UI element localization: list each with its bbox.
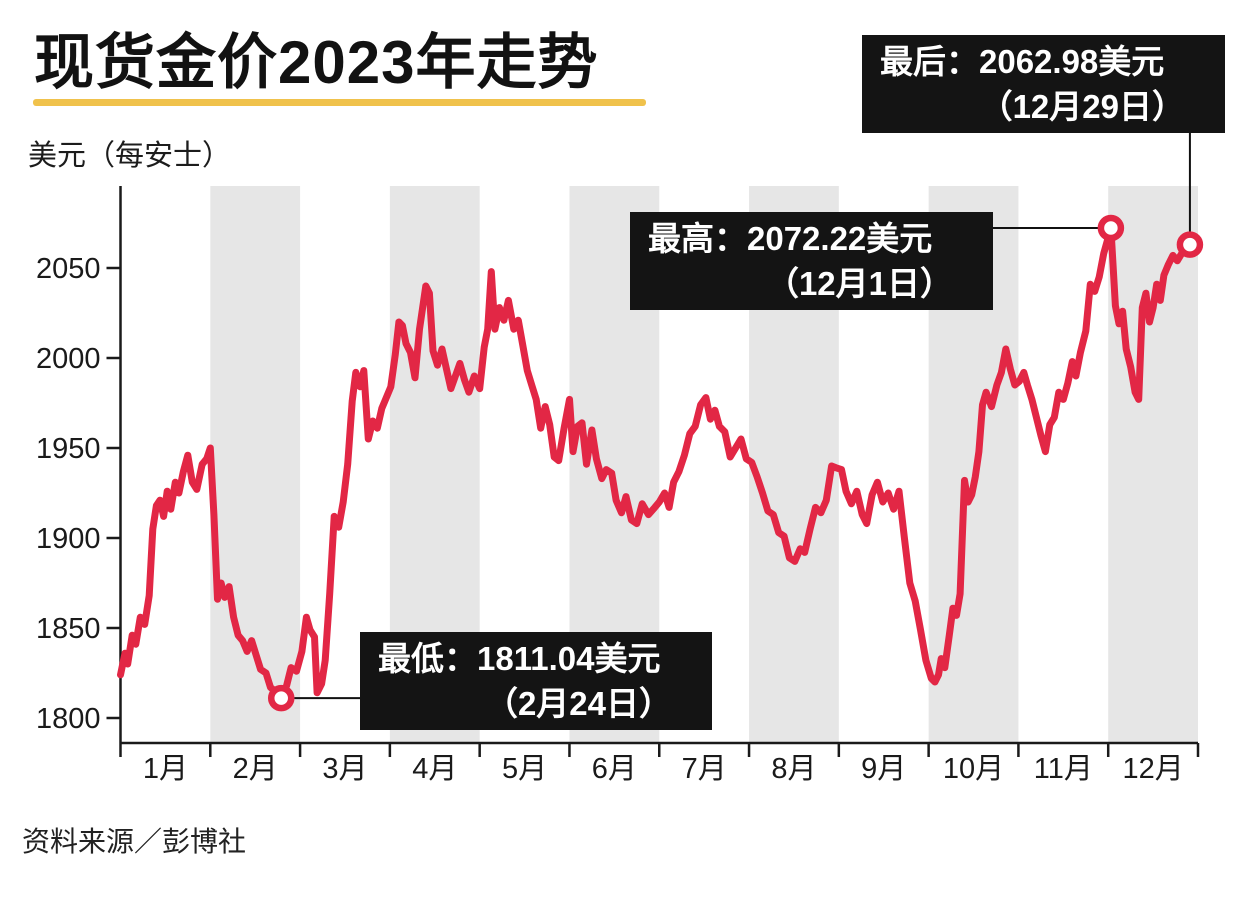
source-attribution: 资料来源／彭博社 (22, 826, 247, 857)
y-axis-unit-label: 美元（每安士） (28, 140, 232, 172)
x-tick-label: 9月 (861, 753, 906, 785)
annotation-high-value: 最高：2072.22美元 (648, 220, 933, 257)
month-shade-band (1108, 186, 1198, 743)
y-tick-label: 2000 (36, 343, 101, 375)
marker-low (267, 684, 295, 712)
x-tick-label: 6月 (592, 753, 637, 785)
x-tick-label: 5月 (502, 753, 547, 785)
y-tick-label: 1950 (36, 433, 101, 465)
annotation-last-date: （12月29日） (979, 88, 1185, 125)
marker-last (1176, 231, 1204, 258)
annotation-low-value: 最低：1811.04美元 (378, 640, 661, 677)
x-tick-label: 7月 (682, 753, 727, 785)
price-line (117, 224, 1194, 702)
y-tick-label: 1800 (36, 703, 101, 735)
x-tick-label: 1月 (143, 753, 188, 785)
page-title: 现货金价2023年走势 (34, 29, 599, 96)
annotation-low-date: （2月24日） (484, 685, 672, 722)
x-tick-label: 4月 (412, 753, 457, 785)
annotation-high-date: （12月1日） (765, 265, 953, 302)
marker-high (1097, 214, 1125, 242)
y-tick-label: 1850 (36, 613, 101, 645)
x-tick-label: 8月 (771, 753, 816, 785)
title-underline-accent (33, 99, 646, 106)
y-tick-label: 2050 (36, 253, 101, 285)
x-tick-label: 2月 (233, 753, 278, 785)
x-tick-label: 10月 (943, 753, 1004, 785)
annotation-low-price: 最低：1811.04美元 （2月24日） (360, 632, 712, 730)
annotation-high-price: 最高：2072.22美元 （12月1日） (630, 212, 993, 310)
x-tick-label: 11月 (1034, 753, 1093, 785)
annotation-last-price: 最后：2062.98美元 （12月29日） (862, 35, 1225, 133)
annotation-last-value: 最后：2062.98美元 (880, 43, 1165, 80)
x-tick-label: 3月 (322, 753, 367, 785)
y-tick-label: 1900 (36, 523, 101, 555)
x-tick-label: 12月 (1122, 753, 1183, 785)
